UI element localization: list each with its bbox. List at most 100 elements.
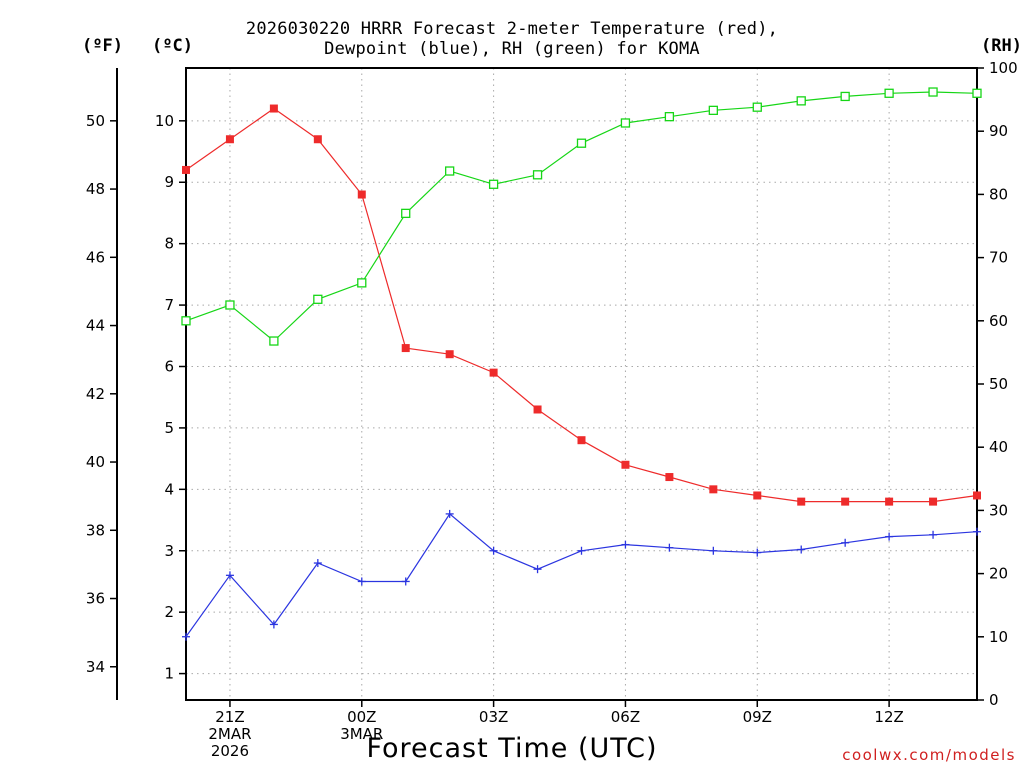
celsius-tick-label: 5 — [164, 419, 174, 437]
dewpoint-point — [225, 571, 234, 580]
rh-point — [796, 96, 806, 106]
dewpoint-point — [797, 545, 806, 554]
x-tick-label: 2026 — [211, 742, 249, 760]
rh-point — [181, 316, 191, 326]
rh-point — [928, 87, 938, 97]
dewpoint-point — [885, 532, 894, 541]
rh-tick-label: 60 — [989, 312, 1008, 330]
temperature-point — [841, 497, 850, 506]
dewpoint-point — [445, 509, 454, 518]
rh-tick-label: 100 — [989, 59, 1018, 77]
dewpoint-series-line — [185, 513, 978, 638]
dewpoint-point — [313, 559, 322, 568]
temperature-point — [973, 491, 981, 500]
temperature-point — [225, 135, 234, 144]
rh-point — [401, 208, 411, 219]
temperature-point — [797, 497, 806, 506]
rh-point — [972, 88, 982, 98]
x-tick-label: 12Z — [874, 708, 903, 726]
dewpoint-point — [621, 540, 630, 549]
temperature-point — [885, 497, 894, 506]
celsius-tick-label: 1 — [164, 665, 174, 683]
fahrenheit-tick-label: 46 — [86, 248, 105, 266]
fahrenheit-tick-label: 44 — [86, 317, 105, 335]
grid-layer — [186, 68, 977, 700]
rh-tick-label: 80 — [989, 185, 1008, 203]
celsius-axis-unit: (ºC) — [152, 36, 193, 56]
fahrenheit-tick-label: 40 — [86, 453, 105, 471]
temperature-point — [313, 135, 322, 144]
rh-point — [884, 88, 894, 98]
rh-point — [708, 105, 718, 115]
chart-title-line-1: 2026030220 HRRR Forecast 2-meter Tempera… — [245, 19, 779, 39]
rh-axis-unit: (RH) — [981, 36, 1022, 56]
frame-layer — [185, 67, 978, 701]
fahrenheit-tick-label: 34 — [86, 658, 105, 676]
dewpoint-point — [973, 527, 981, 536]
series-layer — [181, 87, 982, 641]
rh-point — [840, 91, 850, 102]
rh-tick-label: 90 — [989, 122, 1008, 140]
rh-tick-label: 50 — [989, 375, 1008, 393]
rh-point — [225, 300, 235, 310]
celsius-tick-label: 6 — [164, 357, 174, 375]
x-tick-label: 06Z — [611, 708, 640, 726]
x-tick-label: 03Z — [479, 708, 508, 726]
temperature-point — [929, 497, 938, 506]
fahrenheit-tick-label: 38 — [86, 521, 105, 539]
dewpoint-point — [533, 565, 542, 574]
celsius-tick-label: 7 — [164, 296, 174, 314]
x-tick-label: 09Z — [743, 708, 772, 726]
temperature-point — [577, 436, 586, 445]
rh-tick-label: 70 — [989, 249, 1008, 267]
temperature-point — [401, 344, 410, 353]
fahrenheit-axis-unit: (ºF) — [82, 36, 123, 56]
dewpoint-point — [929, 530, 938, 539]
rh-point — [357, 278, 367, 288]
rh-point — [269, 336, 279, 346]
x-tick-label: 2MAR — [208, 725, 251, 743]
rh-tick-label: 0 — [989, 691, 999, 709]
temperature-point — [621, 460, 630, 469]
temperature-point — [753, 491, 762, 500]
celsius-tick-label: 4 — [164, 480, 174, 498]
x-tick-label: 21Z — [215, 708, 244, 726]
plot-frame — [185, 67, 978, 701]
rh-point — [752, 102, 762, 112]
dewpoint-point — [577, 546, 586, 555]
celsius-tick-label: 2 — [164, 603, 174, 621]
celsius-tick-label: 8 — [164, 235, 174, 253]
rh-tick-label: 30 — [989, 501, 1008, 519]
dewpoint-point — [401, 577, 410, 586]
fahrenheit-tick-label: 50 — [86, 112, 105, 130]
x-tick-label: 00Z — [347, 708, 376, 726]
dewpoint-point — [841, 538, 850, 547]
temperature-point — [489, 368, 498, 377]
fahrenheit-tick-label: 42 — [86, 385, 105, 403]
dewpoint-point — [182, 632, 190, 641]
dewpoint-point — [357, 577, 366, 586]
temperature-point — [357, 190, 366, 199]
rh-tick-label: 10 — [989, 628, 1008, 646]
celsius-tick-label: 9 — [164, 173, 174, 191]
dewpoint-point — [709, 546, 718, 555]
rh-point — [488, 179, 499, 189]
rh-point — [576, 138, 587, 148]
dewpoint-point — [489, 546, 498, 555]
temperature-point — [182, 165, 190, 174]
rh-point — [445, 166, 455, 176]
temperature-point — [665, 473, 674, 482]
rh-point — [532, 170, 543, 180]
rh-tick-label: 40 — [989, 438, 1008, 456]
celsius-tick-label: 3 — [164, 542, 174, 560]
source-credit: coolwx.com/models — [842, 746, 1016, 764]
x-tick-label: 3MAR — [340, 725, 383, 743]
fahrenheit-tick-label: 48 — [86, 180, 105, 198]
celsius-tick-label: 10 — [155, 112, 174, 130]
rh-point — [664, 112, 675, 122]
temperature-point — [709, 485, 718, 494]
dewpoint-point — [665, 543, 674, 552]
chart-title-line-2: Dewpoint (blue), RH (green) for KOMA — [324, 39, 700, 59]
